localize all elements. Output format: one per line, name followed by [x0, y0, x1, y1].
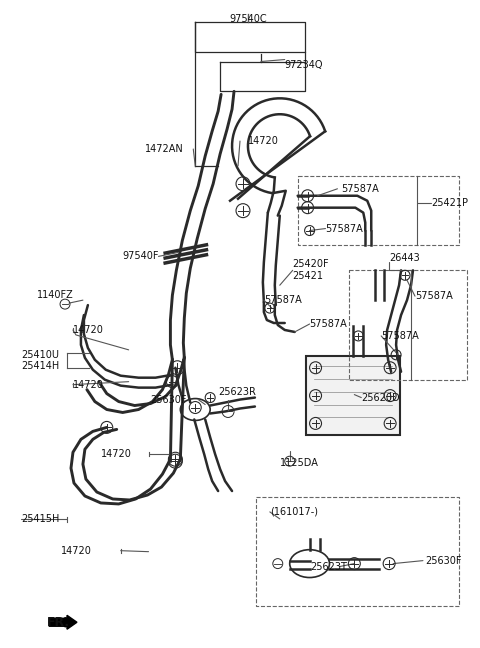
- Text: 25414H: 25414H: [21, 361, 60, 371]
- Text: (161017-): (161017-): [270, 507, 318, 517]
- Text: 25415H: 25415H: [21, 514, 60, 524]
- Text: 14720: 14720: [61, 546, 92, 556]
- Text: 1472AN: 1472AN: [144, 144, 183, 154]
- Text: 25410U: 25410U: [21, 350, 59, 360]
- FancyArrow shape: [49, 616, 77, 629]
- Text: 1140FZ: 1140FZ: [37, 290, 74, 300]
- Text: 57587A: 57587A: [381, 331, 419, 341]
- Text: 25420F: 25420F: [293, 259, 329, 270]
- Text: 25623T: 25623T: [311, 562, 348, 572]
- Text: 25623R: 25623R: [218, 387, 256, 397]
- Text: 14720: 14720: [73, 325, 104, 335]
- Text: 97540C: 97540C: [229, 14, 267, 24]
- Text: 25421P: 25421P: [431, 198, 468, 208]
- Text: 25620D: 25620D: [361, 393, 400, 402]
- Text: 97540F: 97540F: [122, 251, 158, 261]
- FancyBboxPatch shape: [306, 356, 400, 435]
- Text: 57587A: 57587A: [325, 224, 363, 233]
- Text: 25630F: 25630F: [151, 395, 187, 404]
- Text: 57587A: 57587A: [341, 184, 379, 194]
- Text: 1125DA: 1125DA: [280, 458, 319, 469]
- Text: 57587A: 57587A: [415, 291, 453, 301]
- Text: 57587A: 57587A: [264, 295, 301, 305]
- Text: 14720: 14720: [248, 136, 279, 146]
- Text: 14720: 14720: [101, 449, 132, 459]
- Text: 25630F: 25630F: [425, 555, 461, 566]
- Text: 57587A: 57587A: [310, 319, 348, 329]
- Text: 97234Q: 97234Q: [285, 60, 323, 69]
- Text: 26443: 26443: [389, 253, 420, 263]
- Text: 14720: 14720: [73, 380, 104, 389]
- Text: FR.: FR.: [47, 616, 70, 629]
- Text: 25421: 25421: [293, 272, 324, 281]
